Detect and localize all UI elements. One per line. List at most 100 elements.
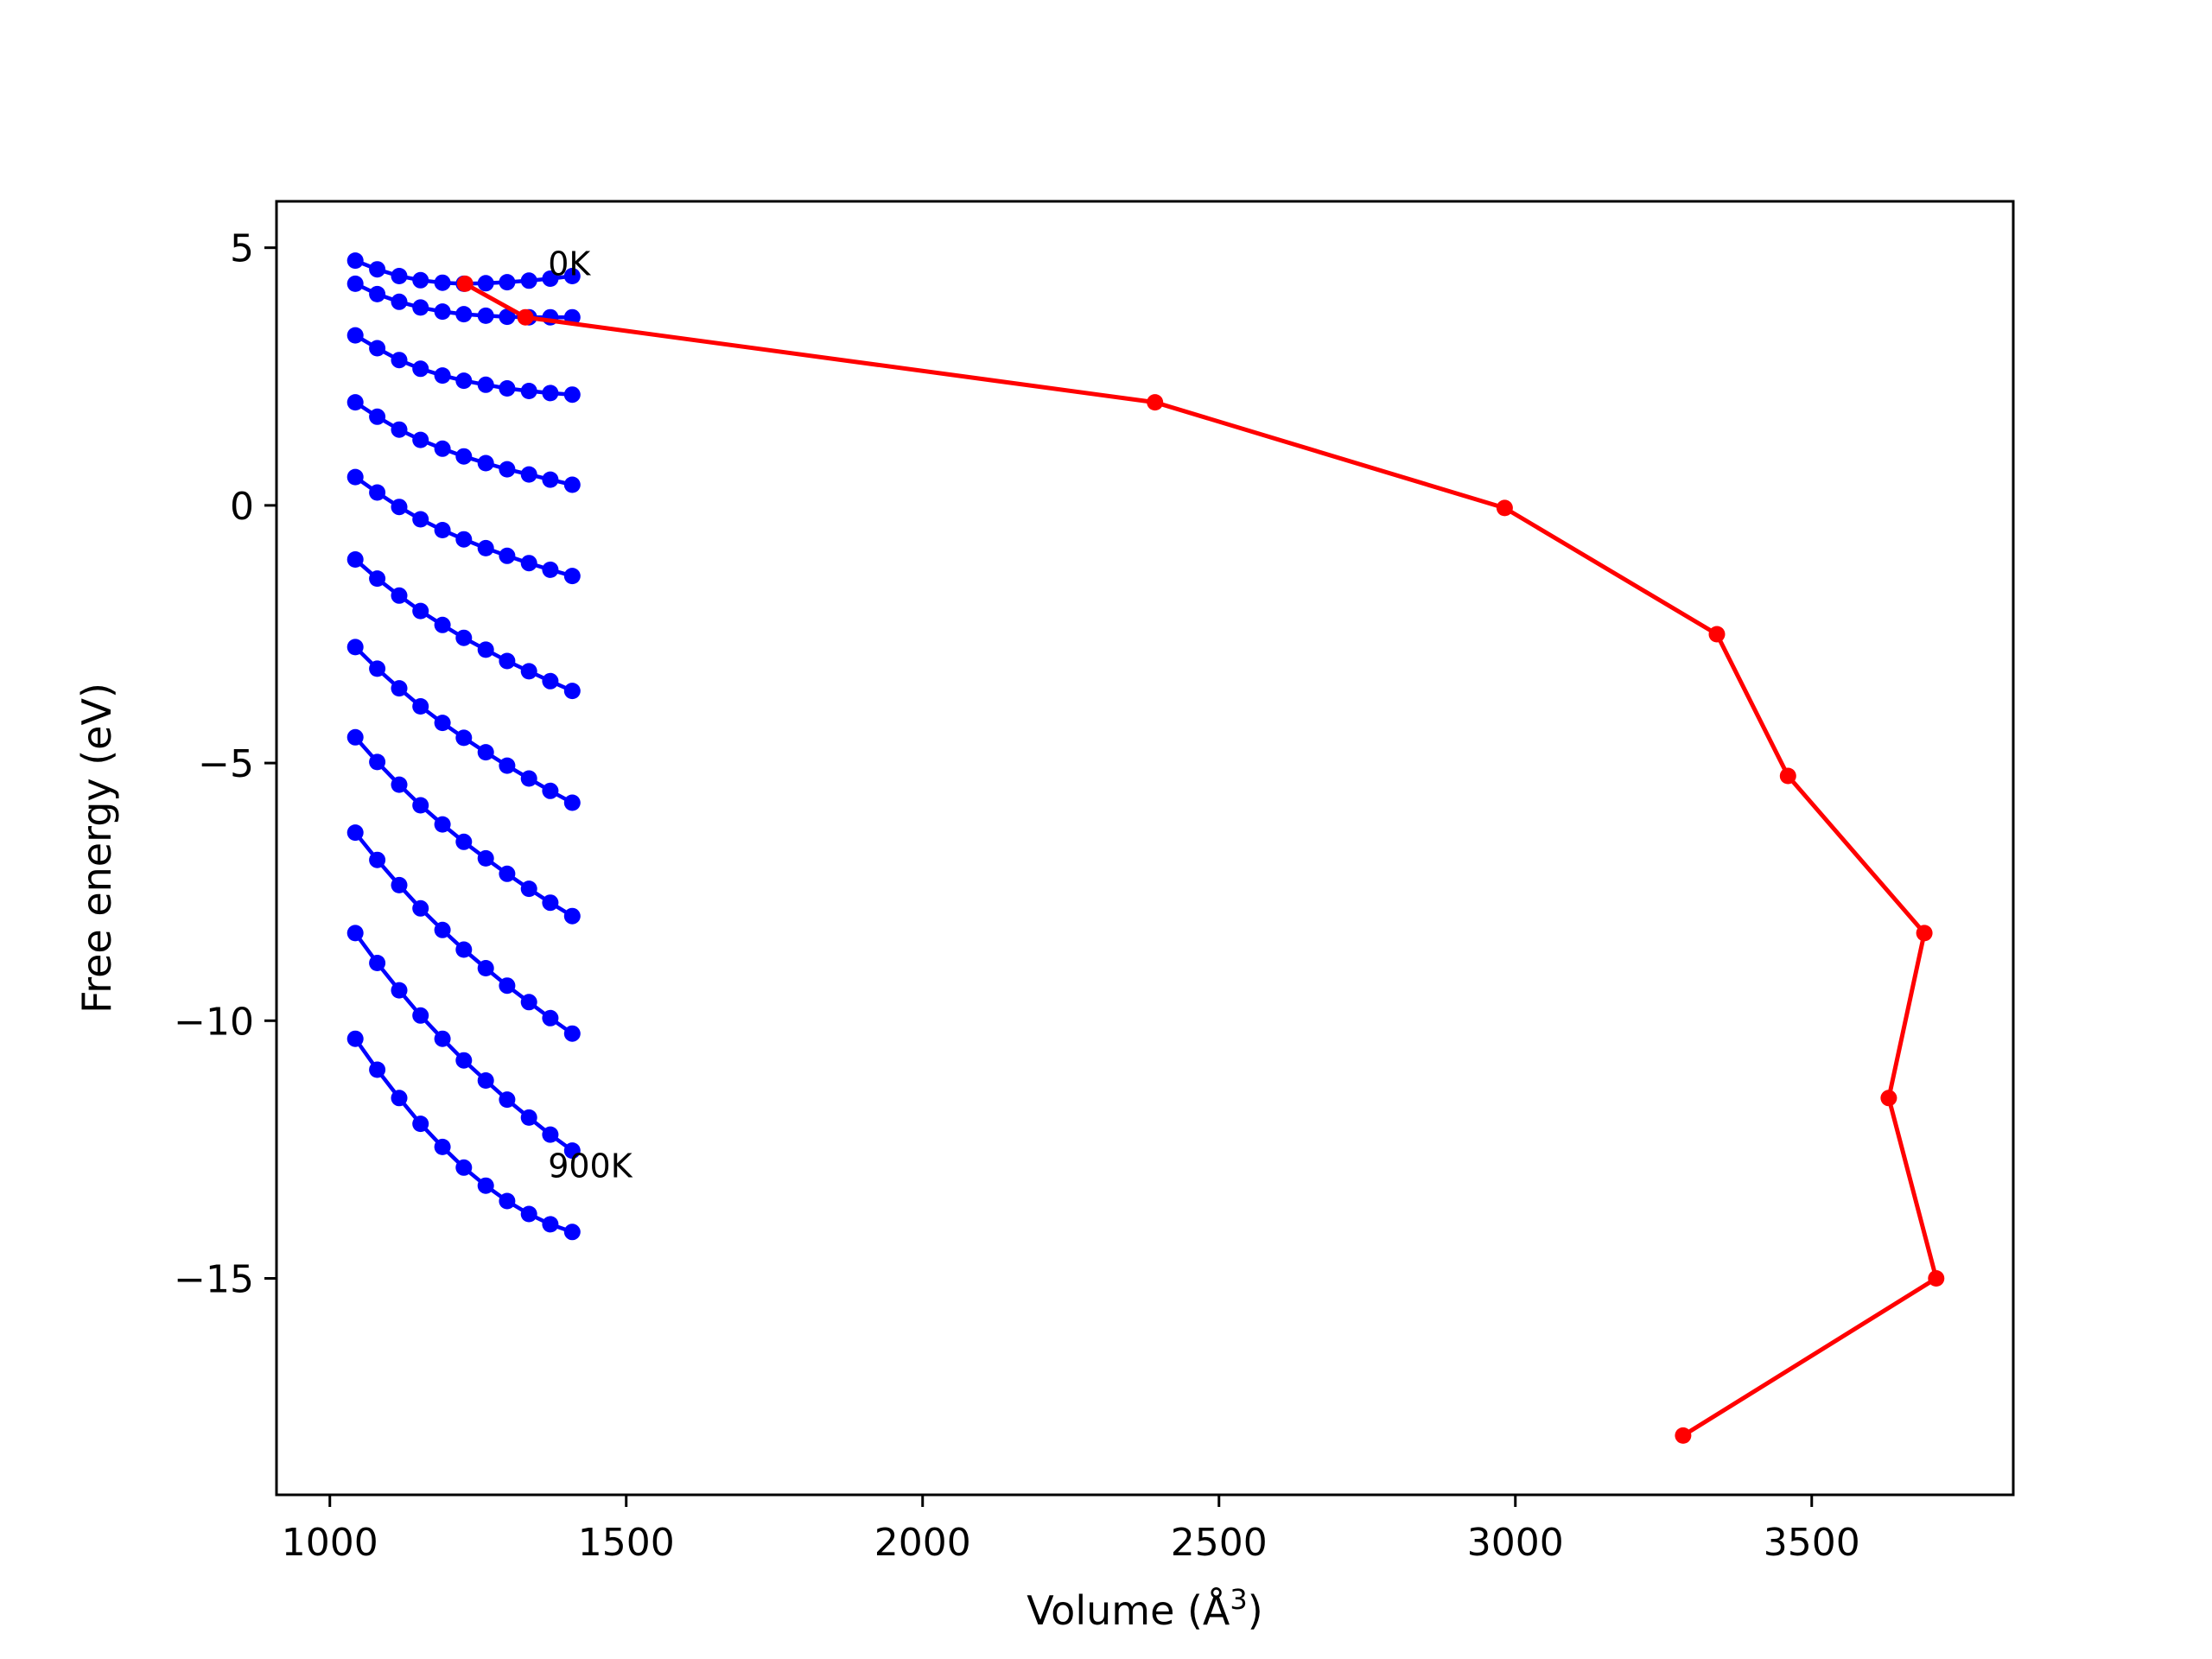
- series-line: [353, 645, 574, 804]
- data-point: [391, 268, 408, 284]
- data-point: [434, 921, 451, 938]
- data-point: [520, 272, 537, 289]
- data-point: [369, 955, 386, 971]
- minima-point: [1675, 1427, 1692, 1444]
- data-point: [412, 299, 429, 316]
- data-point: [455, 531, 473, 548]
- data-point: [520, 994, 537, 1011]
- series-line: [353, 557, 574, 693]
- data-point: [563, 268, 581, 284]
- minima-point: [1880, 1090, 1897, 1107]
- data-point: [434, 1030, 451, 1047]
- x-tick-label: 2000: [874, 1521, 971, 1565]
- data-point: [434, 303, 451, 321]
- data-point: [563, 386, 581, 404]
- data-point: [434, 440, 451, 457]
- data-point: [563, 794, 581, 811]
- data-point: [346, 824, 364, 842]
- annotation-label: 900K: [548, 1147, 633, 1185]
- annotation-label: 0K: [548, 245, 591, 283]
- data-point: [391, 587, 408, 604]
- data-point: [542, 1126, 559, 1143]
- data-point: [499, 547, 516, 564]
- data-point: [499, 865, 516, 882]
- data-point: [434, 367, 451, 385]
- data-point: [542, 270, 559, 287]
- data-point: [499, 1091, 516, 1109]
- data-point: [542, 894, 559, 912]
- data-point: [542, 1216, 559, 1233]
- minima-point: [1779, 767, 1796, 785]
- x-tick-label: 1000: [282, 1521, 378, 1565]
- data-point: [477, 539, 494, 556]
- data-point: [520, 555, 537, 572]
- data-point: [499, 461, 516, 478]
- minima-point: [1708, 626, 1726, 643]
- data-point: [346, 1030, 364, 1047]
- data-point: [346, 551, 364, 568]
- data-point: [563, 476, 581, 493]
- data-point: [346, 468, 364, 486]
- data-point: [391, 1090, 408, 1107]
- data-point: [369, 285, 386, 302]
- data-point: [369, 851, 386, 868]
- minima-point: [456, 275, 474, 292]
- data-point: [412, 698, 429, 715]
- data-point: [520, 663, 537, 680]
- plot-frame: [275, 200, 2015, 1497]
- data-point: [563, 1025, 581, 1042]
- data-point: [369, 408, 386, 425]
- data-point: [499, 1192, 516, 1210]
- y-tick-label: −10: [174, 1000, 254, 1044]
- data-point: [412, 602, 429, 620]
- data-point: [391, 680, 408, 697]
- minima-point: [1147, 394, 1164, 411]
- data-point: [346, 394, 364, 411]
- data-point: [477, 376, 494, 393]
- data-point: [412, 271, 429, 289]
- data-point: [369, 753, 386, 771]
- data-point: [499, 652, 516, 670]
- data-point: [455, 1052, 473, 1069]
- series-line: [353, 831, 574, 1036]
- minima-point: [1496, 499, 1513, 517]
- data-point: [477, 454, 494, 472]
- data-point: [434, 274, 451, 291]
- data-point: [346, 275, 364, 292]
- data-point: [455, 629, 473, 646]
- data-point: [391, 776, 408, 793]
- data-point: [455, 306, 473, 323]
- data-point: [412, 431, 429, 448]
- data-point: [412, 797, 429, 814]
- minima-point: [1928, 1270, 1945, 1287]
- data-point: [563, 907, 581, 925]
- y-tick-label: −15: [174, 1258, 254, 1302]
- series-line: [353, 931, 574, 1153]
- data-point: [477, 960, 494, 976]
- data-point: [346, 728, 364, 746]
- data-point: [542, 672, 559, 690]
- data-point: [520, 770, 537, 787]
- data-point: [542, 561, 559, 578]
- data-point: [455, 372, 473, 390]
- data-point: [542, 782, 559, 799]
- data-point: [369, 261, 386, 278]
- data-point: [542, 471, 559, 488]
- data-point: [499, 308, 516, 326]
- data-point: [499, 274, 516, 291]
- data-point: [477, 1177, 494, 1194]
- minima-point: [1916, 925, 1933, 942]
- y-axis-label: Free energy (eV): [73, 683, 120, 1014]
- data-point: [434, 715, 451, 732]
- data-point: [520, 466, 537, 483]
- data-point: [520, 1205, 537, 1223]
- data-point: [499, 977, 516, 995]
- data-point: [477, 641, 494, 658]
- series-line: [353, 735, 574, 918]
- data-point: [412, 1116, 429, 1133]
- data-point: [434, 616, 451, 633]
- data-point: [369, 570, 386, 588]
- data-point: [412, 1007, 429, 1024]
